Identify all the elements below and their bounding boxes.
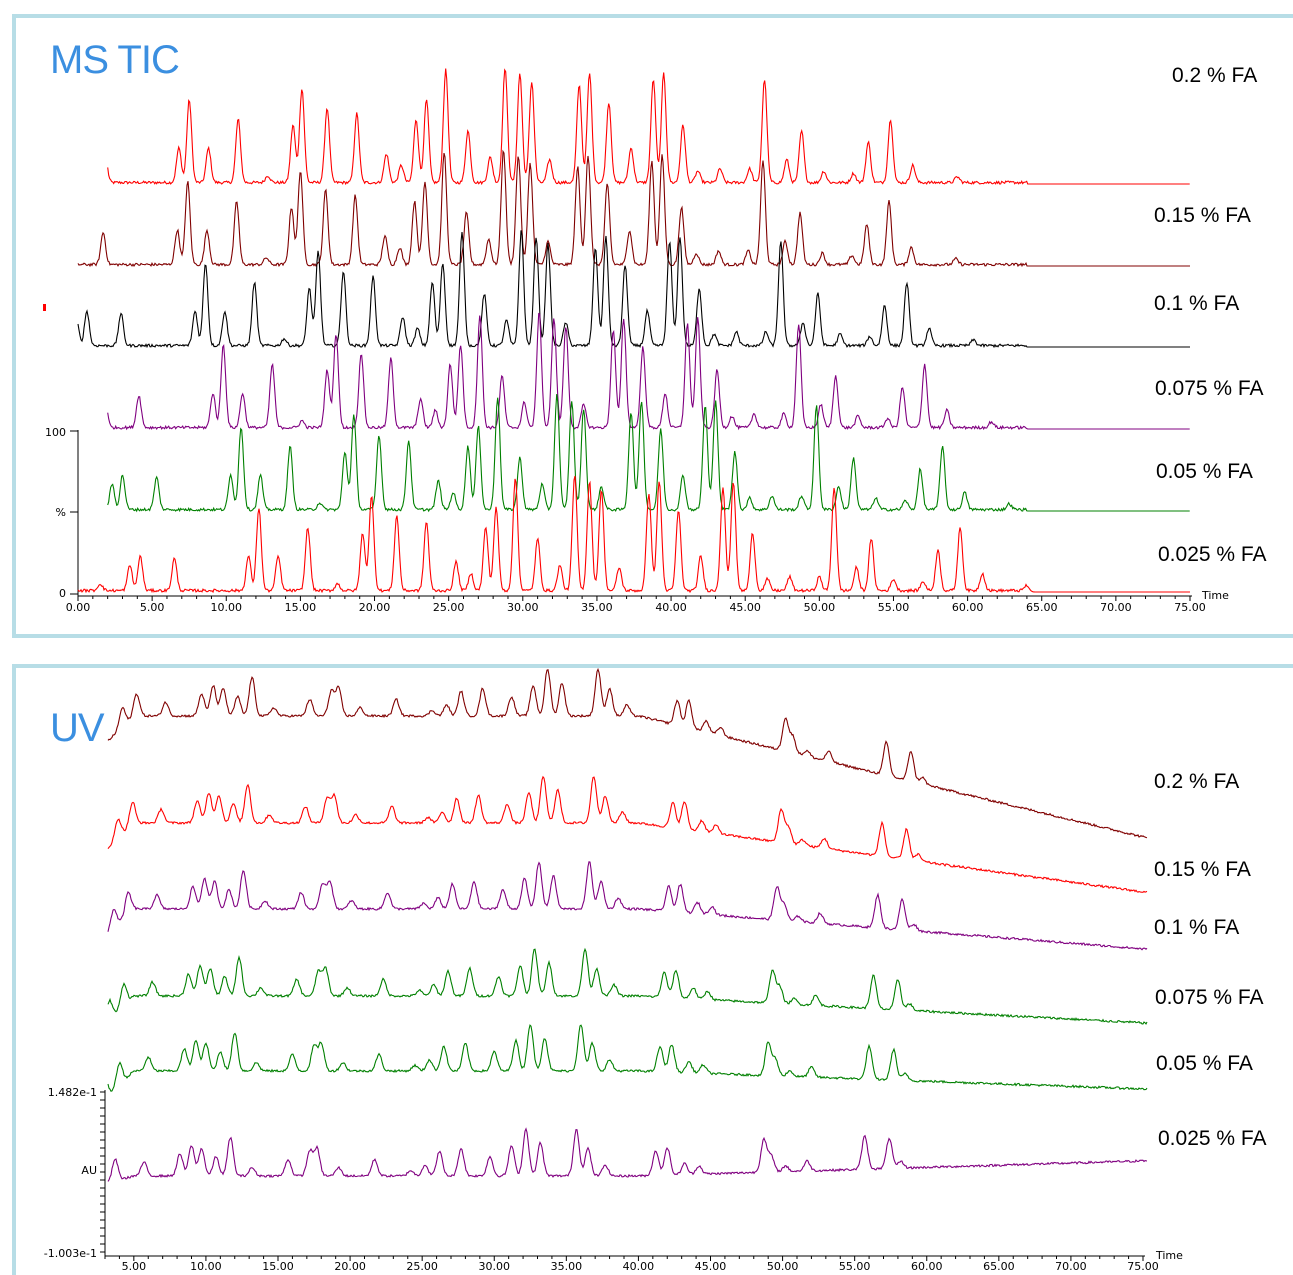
ms-x-tick-label: 50.00 [804,601,836,614]
uv-x-tick-label: 20.00 [334,1260,366,1273]
ms-x-tick-label: 15.00 [285,601,317,614]
ms-label-0.15: 0.15 % FA [1154,204,1251,227]
uv-label-0.025: 0.025 % FA [1158,1127,1267,1150]
ms-x-tick-label: 5.00 [140,601,165,614]
ms-label-0.025: 0.025 % FA [1158,543,1267,566]
uv-label-0.2: 0.2 % FA [1154,770,1240,793]
uv-y-label-bottom: -1.003e-1 [44,1247,97,1260]
ms-y-label-top: 100 [45,426,66,439]
uv-x-tick-label: 70.00 [1055,1260,1087,1273]
ms-marker [43,304,46,311]
ms-x-tick-label: 0.00 [66,601,91,614]
ms-x-tick-label: 60.00 [952,601,984,614]
ms-x-tick-label: 10.00 [211,601,243,614]
uv-label-0.1: 0.1 % FA [1154,916,1240,939]
ms-tic-panel [12,14,1293,638]
ms-series-line [107,394,1190,513]
ms-series-line [107,68,1190,186]
uv-panel [12,664,1293,1275]
uv-x-axis-title: Time [1155,1249,1183,1262]
ms-label-0.1: 0.1 % FA [1154,292,1240,315]
ms-tic-title: MS TIC [50,38,180,82]
uv-series-line [107,861,1148,951]
uv-x-tick-label: 15.00 [262,1260,294,1273]
ms-series-line [77,230,1190,349]
uv-x-tick-label: 75.00 [1127,1260,1159,1273]
uv-series-line [107,667,1148,839]
ms-x-tick-label: 75.00 [1174,601,1206,614]
ms-x-tick-label: 55.00 [878,601,910,614]
ms-x-tick-label: 45.00 [729,601,761,614]
ms-x-axis-title: Time [1201,589,1229,602]
uv-y-label-mid: AU [81,1164,97,1177]
uv-x-tick-label: 10.00 [190,1260,222,1273]
ms-x-tick-label: 25.00 [433,601,465,614]
ms-series-line [77,149,1190,268]
ms-x-tick-label: 35.00 [581,601,613,614]
uv-x-tick-label: 25.00 [406,1260,438,1273]
uv-x-tick-label: 35.00 [551,1260,583,1273]
ms-y-label-bottom: 0 [59,587,66,600]
uv-x-tick-label: 45.00 [695,1260,727,1273]
uv-series-line [107,775,1148,893]
uv-x-tick-label: 65.00 [983,1260,1015,1273]
ms-x-tick-label: 20.00 [359,601,391,614]
ms-x-tick-label: 70.00 [1100,601,1132,614]
uv-x-tick-label: 30.00 [479,1260,511,1273]
ms-x-tick-label: 30.00 [507,601,539,614]
uv-title: UV [50,706,105,750]
uv-y-label-top: 1.482e-1 [48,1086,97,1099]
ms-x-tick-label: 65.00 [1026,601,1058,614]
uv-series-line [107,1024,1148,1092]
uv-x-tick-label: 60.00 [911,1260,943,1273]
ms-x-tick-label: 40.00 [655,601,687,614]
uv-x-tick-label: 55.00 [839,1260,871,1273]
ms-series-line [77,475,1190,594]
ms-series-line [107,312,1190,431]
uv-label-0.05: 0.05 % FA [1156,1052,1253,1075]
ms-label-0.075: 0.075 % FA [1155,377,1264,400]
uv-label-0.075: 0.075 % FA [1155,986,1264,1009]
ms-label-0.05: 0.05 % FA [1156,460,1253,483]
ms-label-0.2: 0.2 % FA [1172,64,1258,87]
uv-x-tick-label: 40.00 [623,1260,655,1273]
uv-label-0.15: 0.15 % FA [1154,858,1251,881]
uv-series-line [107,947,1148,1025]
uv-x-tick-label: 50.00 [767,1260,799,1273]
ms-y-label-mid: % [56,506,66,519]
uv-series-line [107,1127,1148,1182]
uv-x-tick-label: 5.00 [122,1260,147,1273]
